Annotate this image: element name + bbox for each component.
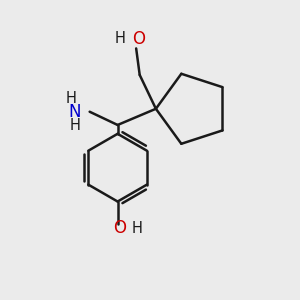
- Text: N: N: [69, 103, 81, 121]
- Text: H: H: [70, 118, 80, 134]
- Text: H: H: [131, 220, 142, 236]
- Text: H: H: [66, 91, 77, 106]
- Text: O: O: [113, 219, 127, 237]
- Text: O: O: [132, 30, 145, 48]
- Text: H: H: [115, 32, 125, 46]
